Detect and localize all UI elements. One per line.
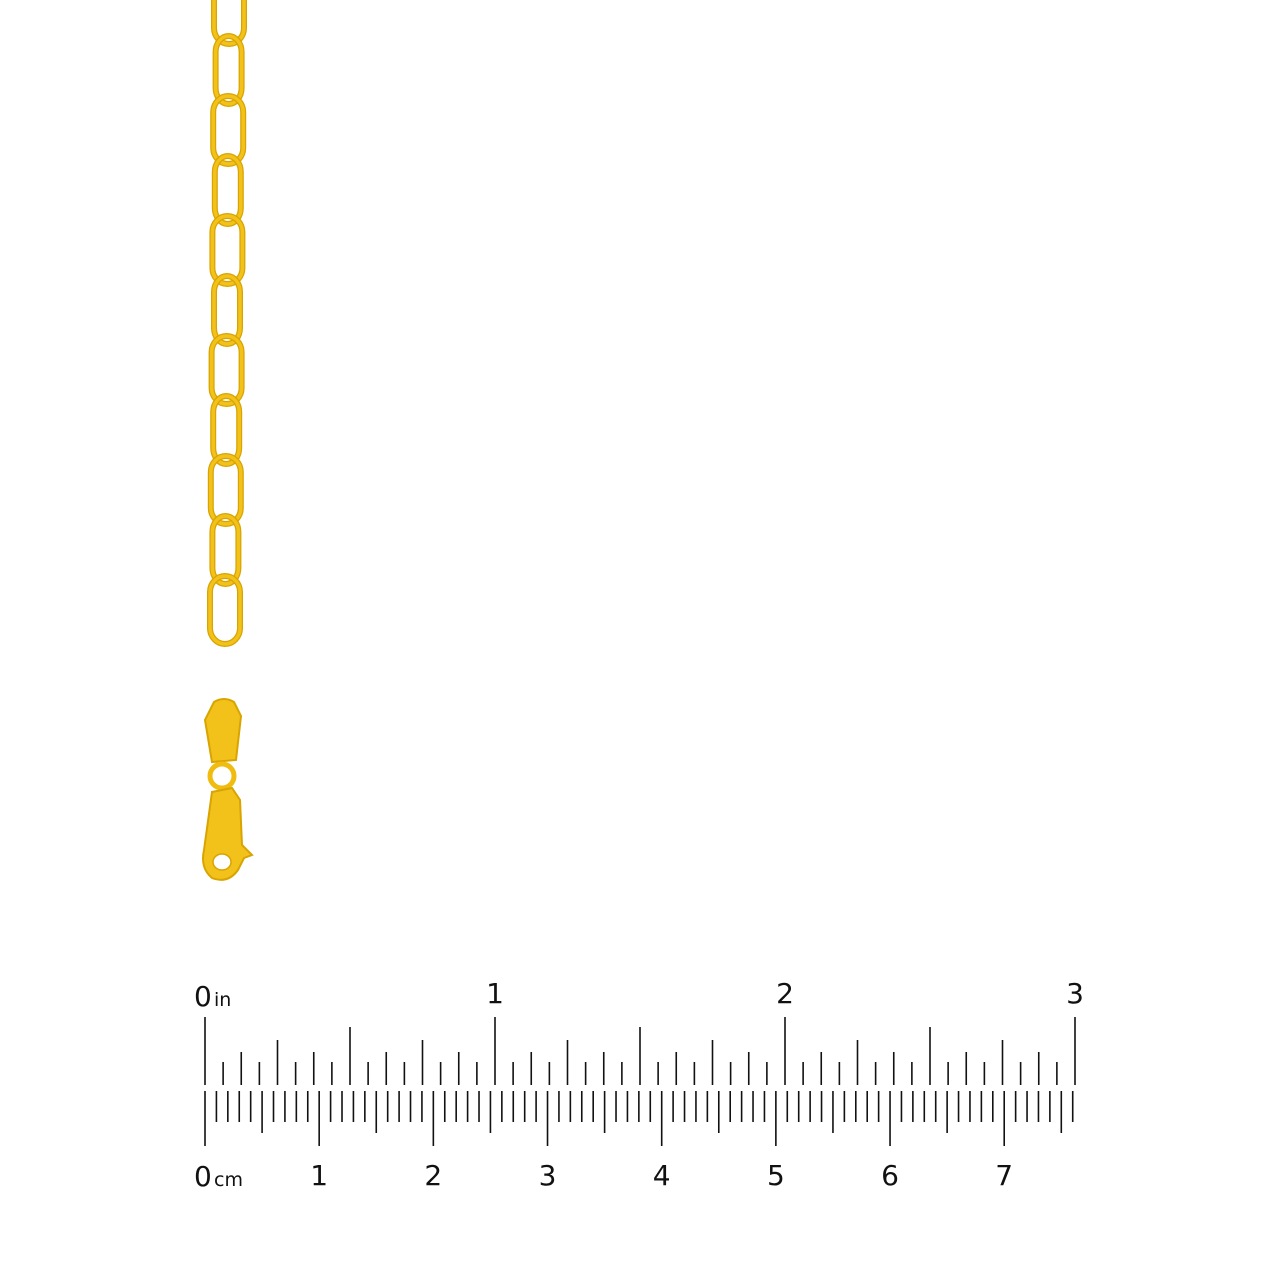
chain-link-highlight [209,334,244,406]
cm-label: 7 [995,1159,1013,1192]
gold-chain [207,0,247,647]
chain-link-highlight [213,34,244,106]
chain-link-highlight [212,0,246,46]
chain-link-highlight [212,274,242,346]
cm-label: 3 [539,1159,557,1192]
chain-link-highlight [208,574,242,646]
chain-link-highlight [210,214,245,286]
chain-link-highlight [210,514,241,586]
inch-zero-label: 0 [194,980,212,1013]
ruler: 0 in 0 cm 1 2 3 1 2 3 4 5 6 7 [194,977,1084,1193]
inch-label: 1 [486,977,504,1010]
chain-link-highlight [209,454,243,526]
cm-label: 4 [653,1159,671,1192]
cm-unit-label: cm [214,1169,243,1191]
clasp-tab [203,698,243,764]
jump-ring [207,761,237,791]
cm-label: 1 [310,1159,328,1192]
cm-label: 5 [767,1159,785,1192]
chain-link-highlight [213,154,243,226]
clasp-opening [212,853,232,871]
cm-zero-label: 0 [194,1160,212,1193]
inch-label: 2 [776,977,794,1010]
lobster-clasp [202,698,254,881]
cm-label: 6 [881,1159,899,1192]
inch-unit-label: in [214,989,231,1011]
cm-label: 2 [424,1159,442,1192]
chain-link-highlight [211,94,245,166]
chain-link-highlight [211,394,241,466]
inch-label: 3 [1066,977,1084,1010]
